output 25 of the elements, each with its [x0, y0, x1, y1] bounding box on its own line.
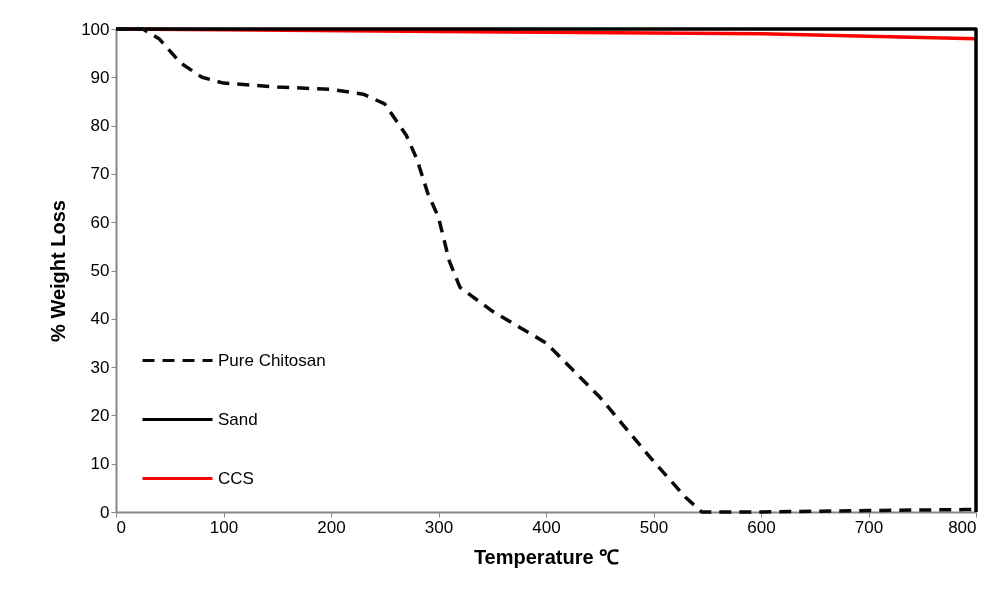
y-tick-label: 40 [90, 309, 110, 329]
y-tick-label: 10 [90, 454, 110, 474]
x-axis-title: Temperature ℃ [473, 545, 620, 568]
x-tick-label: 100 [209, 517, 239, 537]
y-tick-label: 60 [90, 212, 110, 232]
y-tick-label: 20 [90, 405, 110, 425]
x-tick-label: 400 [532, 517, 561, 537]
x-tick-label: 800 [948, 517, 977, 537]
y-tick-label: 0 [100, 502, 110, 522]
legend-label: Pure Chitosan [218, 350, 326, 370]
y-tick-label: 50 [90, 261, 110, 280]
x-tick-label: 500 [639, 517, 669, 537]
y-tick-label: 80 [90, 116, 110, 136]
x-tick-label: 600 [747, 517, 776, 537]
legend-label: Sand [218, 409, 258, 429]
x-tick-label: 700 [854, 517, 884, 537]
legend-label: CCS [218, 468, 254, 488]
y-axis-title: % Weight Loss [47, 200, 70, 342]
y-tick-label: 70 [90, 164, 110, 184]
y-tick-label: 90 [90, 67, 110, 87]
x-tick-label: 300 [424, 517, 454, 537]
y-tick-label: 30 [90, 357, 110, 377]
x-tick-label: 200 [317, 517, 346, 537]
y-tick-label: 100 [81, 19, 110, 39]
x-tick-label: 0 [116, 517, 126, 537]
